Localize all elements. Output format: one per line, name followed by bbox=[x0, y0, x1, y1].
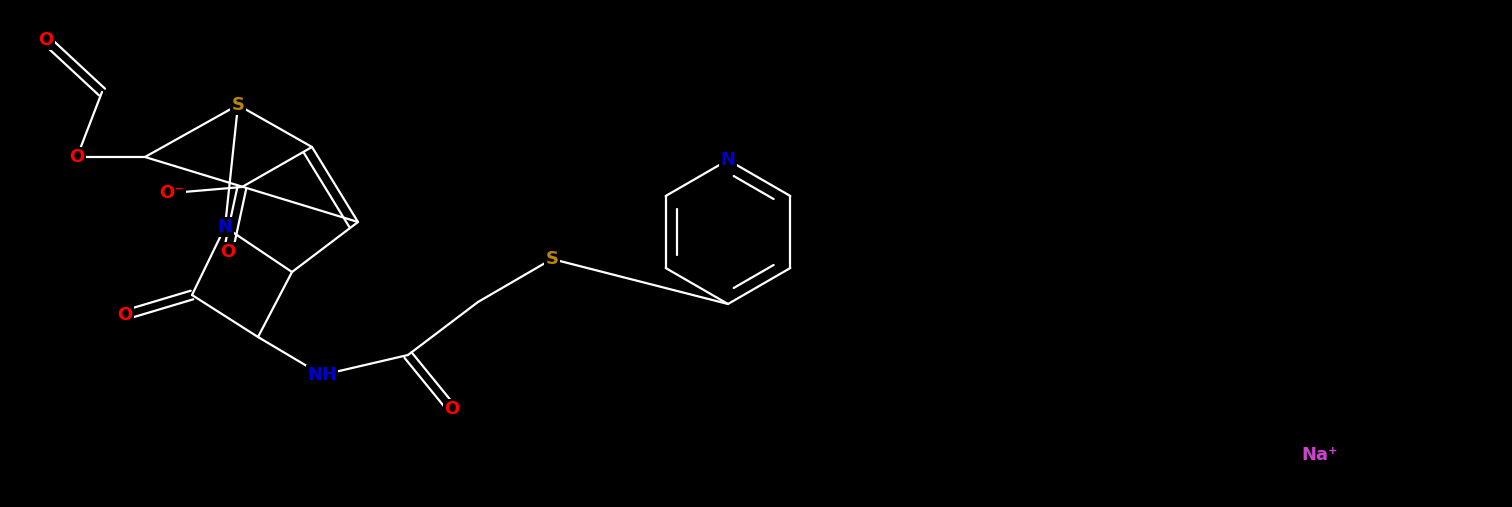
Text: O⁻: O⁻ bbox=[160, 184, 184, 202]
Text: O: O bbox=[221, 243, 236, 261]
Text: O: O bbox=[70, 148, 85, 166]
Text: NH: NH bbox=[307, 366, 337, 384]
Text: O: O bbox=[38, 31, 53, 49]
Text: S: S bbox=[231, 96, 245, 114]
Text: O: O bbox=[445, 400, 460, 418]
Text: N: N bbox=[721, 151, 735, 169]
Text: Na⁺: Na⁺ bbox=[1302, 446, 1338, 464]
Text: O: O bbox=[118, 306, 133, 324]
Text: S: S bbox=[546, 250, 558, 268]
Text: N: N bbox=[218, 218, 233, 236]
